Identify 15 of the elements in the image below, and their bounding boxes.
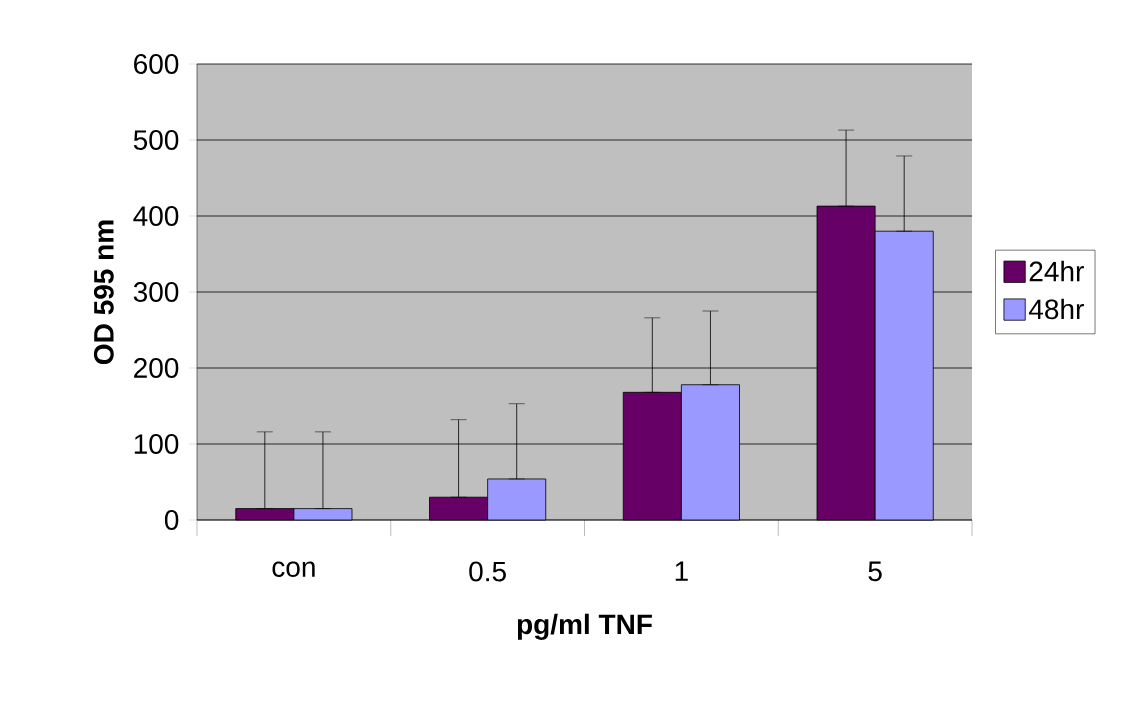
x-tick-label: 1 bbox=[675, 561, 688, 581]
y-tick-label: 400 bbox=[133, 206, 179, 226]
x-tick-label: 5 bbox=[868, 561, 882, 582]
y-tick-label: 300 bbox=[133, 282, 179, 302]
y-tick-label: 200 bbox=[134, 358, 179, 378]
y-tick-label: 100 bbox=[134, 434, 179, 454]
y-tick-label: 500 bbox=[133, 130, 179, 150]
x-tick-label: con bbox=[272, 561, 315, 577]
legend-label: 48hr bbox=[1028, 298, 1084, 320]
x-tick-label: 0.5 bbox=[469, 561, 506, 582]
y-tick-label: 0 bbox=[164, 510, 179, 530]
legend-label: 24hr bbox=[1029, 260, 1084, 282]
y-axis-title: OD 595 nm bbox=[93, 220, 114, 364]
x-axis-title: pg/ml TNF bbox=[517, 613, 652, 640]
y-tick-label: 600 bbox=[134, 54, 179, 74]
